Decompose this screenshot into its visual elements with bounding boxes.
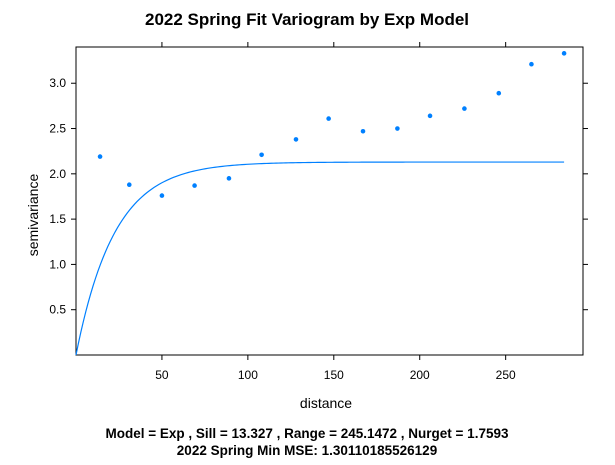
y-tick-label: 1.0: [49, 257, 66, 271]
x-tick-label: 200: [410, 368, 430, 382]
model-caption: Model = Exp , Sill = 13.327 , Range = 24…: [106, 426, 509, 441]
data-point: [293, 137, 299, 142]
data-point: [395, 126, 400, 131]
chart-title: 2022 Spring Fit Variogram by Exp Model: [145, 10, 469, 29]
y-axis-label: semivariance: [25, 174, 41, 257]
x-tick-label: 50: [155, 368, 169, 382]
x-tick-label: 100: [238, 368, 258, 382]
plot-frame: [75, 46, 584, 356]
data-point: [226, 176, 232, 181]
mse-caption: 2022 Spring Min MSE: 1.30110185526129: [177, 443, 437, 458]
data-point: [259, 152, 264, 158]
data-point: [192, 183, 197, 188]
y-tick-label: 3.0: [49, 76, 66, 90]
y-tick-label: 1.5: [49, 212, 66, 226]
data-point: [496, 90, 502, 96]
x-axis-label: distance: [300, 395, 352, 411]
data-point: [561, 51, 567, 56]
y-tick-label: 2.0: [49, 167, 66, 181]
data-point: [360, 128, 366, 134]
data-point: [529, 61, 534, 67]
x-tick-label: 250: [496, 368, 516, 382]
data-point: [326, 116, 331, 121]
data-point: [159, 193, 165, 198]
data-point: [462, 106, 467, 111]
data-points-layer: [97, 51, 567, 198]
fitted-exp-curve: [75, 161, 565, 356]
data-point: [126, 182, 132, 187]
y-tick-label: 2.5: [49, 122, 66, 136]
axes: 50 100 150 200 250 0.5 1.0 1.5 2.0 2.5 3.0: [49, 42, 588, 382]
fitted-curve-layer: [75, 161, 565, 356]
data-point: [97, 154, 103, 159]
x-tick-label: 150: [324, 368, 344, 382]
data-point: [427, 113, 433, 119]
y-tick-label: 0.5: [49, 303, 66, 317]
